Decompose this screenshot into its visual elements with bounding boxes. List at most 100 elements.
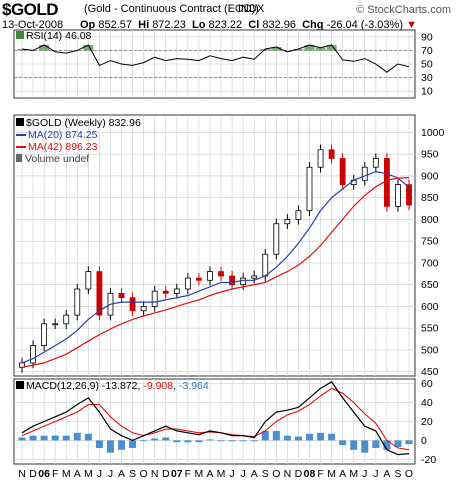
price-candle xyxy=(74,288,81,316)
macd-histogram-bar xyxy=(283,435,291,441)
rsi-y-tick-label: 90 xyxy=(421,31,433,43)
price-candle xyxy=(19,362,25,368)
rsi-y-tick-label: 70 xyxy=(421,45,433,57)
rsi-y-tick-label: 10 xyxy=(421,86,433,98)
rsi-overbought-fill xyxy=(271,47,282,51)
x-tick-label: J xyxy=(241,468,246,480)
macd-histogram-bar xyxy=(62,435,70,441)
macd-histogram-bar xyxy=(106,440,114,453)
rsi-line xyxy=(21,44,410,73)
x-tick-label: N xyxy=(151,468,159,480)
macd-histogram-bar xyxy=(140,440,148,442)
x-tick-label: 08 xyxy=(304,468,316,480)
price-candle xyxy=(262,253,269,277)
symbol-title: $GOLD xyxy=(2,0,59,19)
price-candle xyxy=(361,166,368,181)
quote-line: Op 852.57 Hi 872.23 Lo 823.22 Cl 832.96 … xyxy=(80,19,417,31)
rsi-overbought-fill xyxy=(17,49,27,51)
x-tick-label: A xyxy=(339,468,346,480)
x-tick-label: S xyxy=(129,468,136,480)
rsi-overbought-fill xyxy=(304,44,315,51)
x-tick-label: F xyxy=(52,468,58,480)
x-tick-label: J xyxy=(108,468,113,480)
rsi-label: RSI(14) xyxy=(26,30,63,42)
ma42-swatch-icon xyxy=(16,146,26,149)
macd-histogram-bar xyxy=(129,440,137,448)
x-tick-label: S xyxy=(394,468,401,480)
x-tick-label: J xyxy=(362,468,367,480)
price-candle xyxy=(229,275,235,286)
x-tick-label: A xyxy=(383,468,390,480)
ma42-label: MA(42) xyxy=(28,141,63,153)
ma20-label: MA(20) xyxy=(28,129,63,141)
macd-histogram-bar xyxy=(361,440,369,453)
price-candle xyxy=(383,158,390,207)
price-y-tick-label: 950 xyxy=(421,149,439,161)
high-label: Hi xyxy=(138,19,150,31)
macd-histogram-bar xyxy=(317,432,325,441)
price-legend: $GOLD (Weekly) 832.96 MA(20) 874.25 MA(4… xyxy=(16,117,141,165)
price-candle xyxy=(184,277,191,290)
macd-histogram-bar xyxy=(405,440,413,445)
price-candle xyxy=(251,275,258,279)
open-label: Op xyxy=(80,19,96,31)
ma42-line xyxy=(21,177,410,368)
x-tick-label: 07 xyxy=(171,468,183,480)
x-tick-label: D xyxy=(295,468,303,480)
price-candle xyxy=(196,277,202,281)
x-tick-label: D xyxy=(29,468,37,480)
macd-legend: MACD(12,26,9) -13.872, -9.908, -3.964 xyxy=(16,380,209,392)
price-candle xyxy=(151,290,158,307)
macd-histogram-bar xyxy=(328,433,336,441)
price-candle xyxy=(395,184,401,207)
x-tick-label: A xyxy=(251,468,258,480)
macd-histogram-bar xyxy=(372,440,380,448)
rsi-overbought-fill xyxy=(293,49,304,51)
rsi-value: 46.08 xyxy=(65,30,92,42)
price-y-tick-label: 450 xyxy=(421,366,439,378)
x-tick-label: 06 xyxy=(38,468,50,480)
macd-histogram-bar xyxy=(162,437,170,441)
price-candle xyxy=(406,184,412,206)
price-candle xyxy=(207,271,213,281)
macd-y-tick-label: 20 xyxy=(421,416,433,428)
price-candle xyxy=(96,271,103,316)
x-tick-label: M xyxy=(349,468,358,480)
x-tick-label: M xyxy=(62,468,71,480)
volume-label: Volume undef xyxy=(25,153,90,165)
high-value: 872.23 xyxy=(152,19,186,31)
close-label: Cl xyxy=(248,19,260,31)
macd-label: MACD(12,26,9) xyxy=(26,380,99,392)
price-candle xyxy=(140,305,147,312)
macd-histogram-bar xyxy=(29,435,37,441)
x-tick-label: A xyxy=(74,468,81,480)
macd-histogram-bar xyxy=(272,430,280,441)
change-value: -26.04 (-3.03%) xyxy=(326,19,403,31)
x-tick-label: J xyxy=(229,468,234,480)
x-tick-label: O xyxy=(272,468,280,480)
ma42-value: 896.23 xyxy=(65,141,98,153)
x-tick-label: J xyxy=(373,468,378,480)
macd-y-tick-label: 40 xyxy=(421,397,433,409)
macd-histogram-bar xyxy=(294,436,302,441)
symbol-description: (Gold - Continuous Contract (EOD)) xyxy=(84,3,259,15)
exchange-label: INDX xyxy=(238,3,265,15)
price-last-value: 832.96 xyxy=(108,117,141,129)
x-tick-label: F xyxy=(185,468,191,480)
macd-y-tick-label: 0 xyxy=(421,435,427,447)
price-y-tick-label: 850 xyxy=(421,192,439,204)
price-candle xyxy=(317,149,324,168)
price-y-tick-label: 550 xyxy=(421,323,439,335)
price-candle xyxy=(218,271,224,277)
close-value: 832.96 xyxy=(262,19,296,31)
ma20-swatch-icon xyxy=(16,134,26,137)
price-y-tick-label: 700 xyxy=(421,257,439,269)
rsi-overbought-fill xyxy=(326,44,337,51)
ma20-line xyxy=(21,170,410,364)
price-candle xyxy=(240,277,247,286)
rsi-swatch-icon xyxy=(16,31,24,39)
price-candle xyxy=(30,345,36,364)
x-tick-label: N xyxy=(284,468,292,480)
x-tick-label: S xyxy=(262,468,269,480)
